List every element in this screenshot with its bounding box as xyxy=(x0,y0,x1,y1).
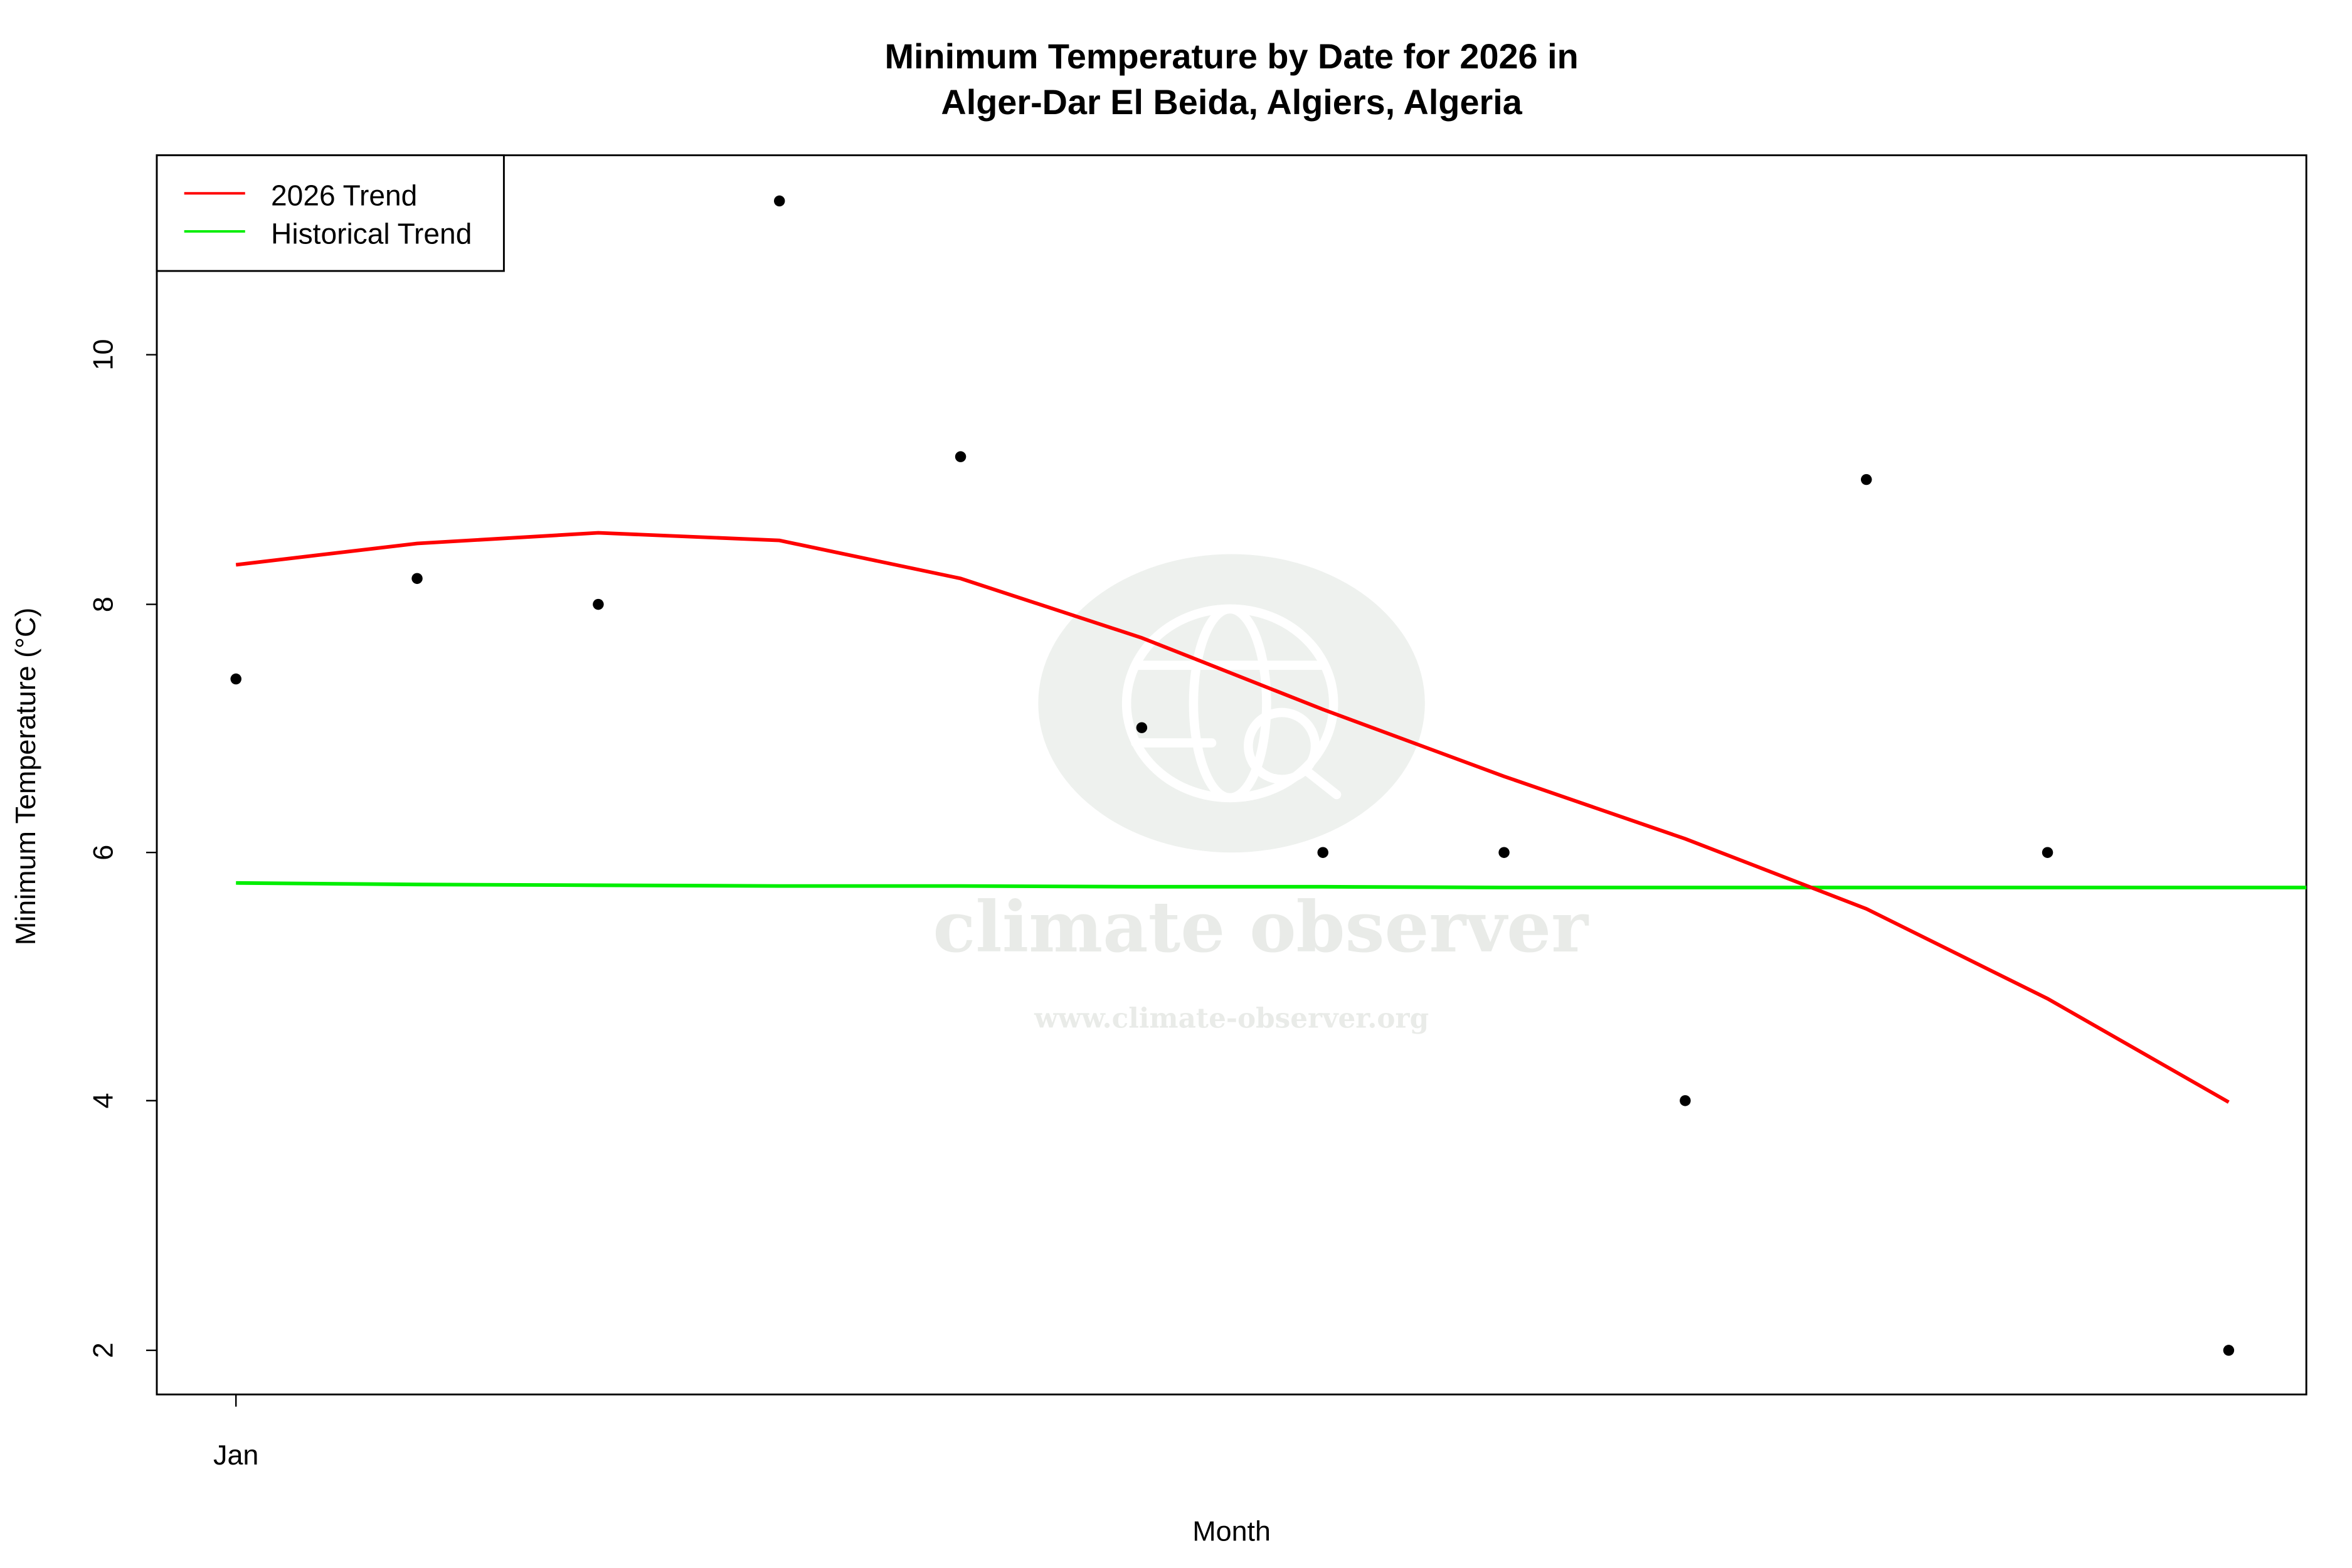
globe-search-icon xyxy=(1121,604,1342,803)
legend-label-2026-trend: 2026 Trend xyxy=(271,179,417,212)
watermark: climate observer www.climate-observer.or… xyxy=(933,554,1589,1034)
x-axis-label: Month xyxy=(1192,1515,1271,1547)
watermark-globe-background xyxy=(1038,554,1425,853)
y-axis-label: Minimum Temperature (°C) xyxy=(9,608,41,945)
data-point-may xyxy=(955,451,967,462)
data-point-aug xyxy=(1498,847,1510,858)
plot-area xyxy=(156,154,2307,1396)
chart-title-line-1: Minimum Temperature by Date for 2026 in xyxy=(884,36,1578,76)
data-point-feb xyxy=(411,573,423,585)
trend-2026-line xyxy=(235,531,2230,1104)
data-point-jan xyxy=(230,673,241,685)
chart-title-line-2: Alger-Dar El Beida, Algiers, Algeria xyxy=(941,82,1522,122)
data-point-apr xyxy=(773,195,785,207)
y-axis xyxy=(146,354,157,1352)
data-point-jun xyxy=(1136,722,1148,733)
y-tick-6: 6 xyxy=(87,845,119,861)
historical-trend-line xyxy=(236,881,2307,889)
data-point-jul xyxy=(1317,847,1328,858)
data-point-mar xyxy=(593,598,604,610)
legend-label-historical-trend: Historical Trend xyxy=(271,217,472,250)
watermark-url: www.climate-observer.org xyxy=(1034,1002,1429,1034)
data-point-dec xyxy=(2223,1345,2235,1356)
y-tick-2: 2 xyxy=(87,1342,119,1358)
legend-box xyxy=(156,154,505,272)
data-point-oct xyxy=(1860,474,1872,485)
y-tick-10: 10 xyxy=(87,339,119,371)
watermark-name: climate observer xyxy=(933,886,1589,968)
data-point-sep xyxy=(1680,1095,1691,1106)
x-tick-jan: Jan xyxy=(213,1439,258,1471)
legend: 2026 Trend Historical Trend xyxy=(156,154,505,272)
y-tick-4: 4 xyxy=(87,1093,119,1108)
observed-points xyxy=(230,195,2235,1356)
y-tick-8: 8 xyxy=(87,596,119,612)
data-point-nov xyxy=(2042,847,2053,858)
